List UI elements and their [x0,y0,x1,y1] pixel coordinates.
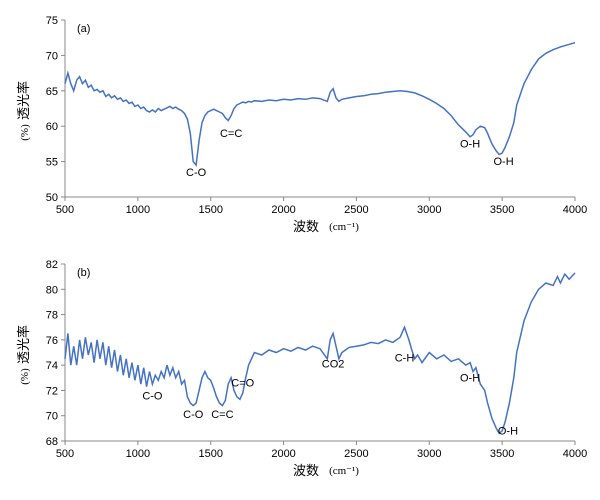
peak-label: C=C [220,128,242,140]
x-tick-label: 2500 [344,448,368,460]
x-tick-label: 500 [56,448,74,460]
peak-label: O-H [494,156,514,168]
spectrum-line [65,43,575,165]
x-tick-label: 2500 [344,204,368,216]
y-axis-unit: (%) [19,124,31,141]
peak-label: C-O [186,167,207,179]
x-tick-label: 4000 [563,448,587,460]
y-tick-label: 68 [46,436,58,448]
peak-label: O-H [498,426,518,438]
x-axis-unit: (cm⁻¹) [329,465,359,477]
spectrum-line [65,273,575,434]
x-tick-label: 3000 [417,204,441,216]
y-tick-label: 70 [46,411,58,423]
x-tick-label: 1000 [126,448,150,460]
figure-container: 50 55 60 65 70 75 500 1000 1500 2000 2500 3000 3500 4… [10,10,590,490]
y-axis-title: 透光率 [16,81,31,120]
y-tick-label: 80 [46,284,58,296]
x-tick-label: 3500 [490,204,514,216]
x-tick-label: 3500 [490,448,514,460]
x-tick-label: 1500 [198,448,222,460]
y-tick-label: 82 [46,259,58,271]
x-tick-label: 1000 [126,204,150,216]
x-axis-title: 波数 [293,219,319,234]
y-tick-label: 76 [46,335,58,347]
y-tick-label: 55 [46,157,58,169]
peak-label: C=O [231,378,254,390]
peak-label: C=C [211,409,233,421]
y-tick-label: 60 [46,121,58,133]
peak-label: C-O [142,390,163,402]
peak-label: C-H [395,352,415,364]
y-axis-unit: (%) [19,368,31,385]
chart-panel: 68 70 72 74 76 78 80 82 500 1000 1500 2000 2500 3000 3… [16,259,587,478]
x-axis-unit: (cm⁻¹) [329,221,359,233]
x-tick-label: 2000 [271,448,295,460]
spectra-figure: 50 55 60 65 70 75 500 1000 1500 2000 2500 3000 3500 4… [10,10,590,490]
y-tick-label: 75 [46,15,58,27]
panel-label: (b) [77,267,90,279]
y-tick-label: 78 [46,310,58,322]
x-axis-title: 波数 [293,463,319,478]
y-tick-label: 72 [46,385,58,397]
peak-label: O-H [460,373,480,385]
peak-label: C-O [183,409,204,421]
x-tick-label: 2000 [271,204,295,216]
y-tick-label: 65 [46,86,58,98]
x-tick-label: 1500 [198,204,222,216]
panel-label: (a) [77,23,90,35]
chart-panel: 50 55 60 65 70 75 500 1000 1500 2000 2500 3000 3500 4… [16,15,587,234]
x-tick-label: 3000 [417,448,441,460]
y-tick-label: 74 [46,360,58,372]
x-tick-label: 4000 [563,204,587,216]
y-tick-label: 70 [46,50,58,62]
y-axis-title: 透光率 [16,325,31,364]
peak-label: O-H [460,138,480,150]
x-tick-label: 500 [56,204,74,216]
peak-label: CO2 [322,359,345,371]
y-tick-label: 50 [46,192,58,204]
